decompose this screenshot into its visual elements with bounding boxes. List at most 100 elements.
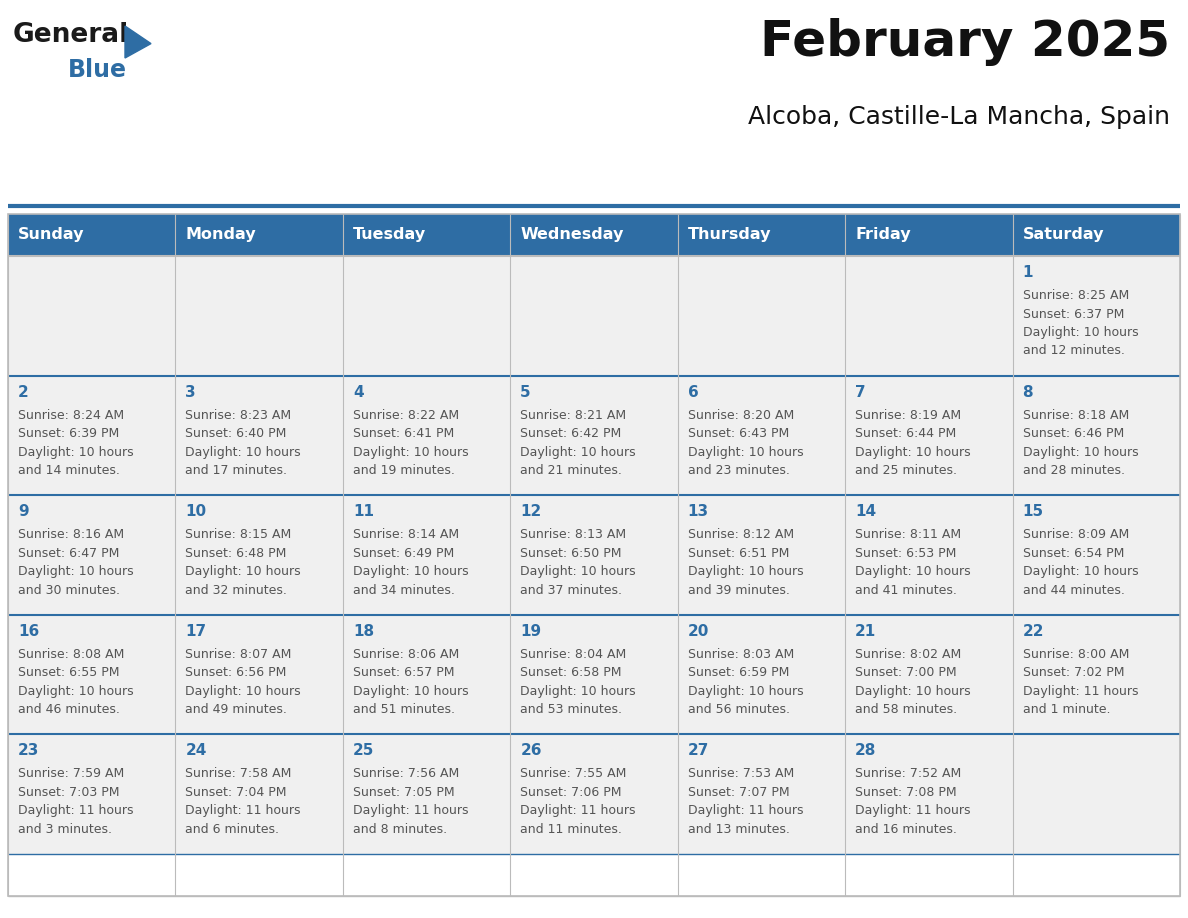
Text: 5: 5	[520, 385, 531, 399]
Text: 6: 6	[688, 385, 699, 399]
Text: 1: 1	[1023, 265, 1034, 280]
Text: Sunrise: 8:23 AM
Sunset: 6:40 PM
Daylight: 10 hours
and 17 minutes.: Sunrise: 8:23 AM Sunset: 6:40 PM Dayligh…	[185, 409, 301, 477]
Bar	[343, 495, 511, 615]
Bar	[1012, 214, 1180, 256]
Bar	[343, 214, 511, 256]
Text: Sunrise: 8:09 AM
Sunset: 6:54 PM
Daylight: 10 hours
and 44 minutes.: Sunrise: 8:09 AM Sunset: 6:54 PM Dayligh…	[1023, 528, 1138, 597]
Text: Alcoba, Castille-La Mancha, Spain: Alcoba, Castille-La Mancha, Spain	[748, 105, 1170, 129]
Bar	[677, 256, 845, 375]
Text: Saturday: Saturday	[1023, 228, 1104, 242]
Text: Sunrise: 8:20 AM
Sunset: 6:43 PM
Daylight: 10 hours
and 23 minutes.: Sunrise: 8:20 AM Sunset: 6:43 PM Dayligh…	[688, 409, 803, 477]
Text: 27: 27	[688, 744, 709, 758]
Text: Sunrise: 8:04 AM
Sunset: 6:58 PM
Daylight: 10 hours
and 53 minutes.: Sunrise: 8:04 AM Sunset: 6:58 PM Dayligh…	[520, 648, 636, 716]
Bar	[8, 214, 1180, 896]
Text: Sunday: Sunday	[18, 228, 84, 242]
Text: 16: 16	[18, 624, 39, 639]
Bar	[176, 214, 343, 256]
Bar	[176, 256, 343, 375]
Text: 21: 21	[855, 624, 877, 639]
Text: Sunrise: 8:14 AM
Sunset: 6:49 PM
Daylight: 10 hours
and 34 minutes.: Sunrise: 8:14 AM Sunset: 6:49 PM Dayligh…	[353, 528, 468, 597]
Text: 15: 15	[1023, 504, 1044, 520]
Text: Sunrise: 8:00 AM
Sunset: 7:02 PM
Daylight: 11 hours
and 1 minute.: Sunrise: 8:00 AM Sunset: 7:02 PM Dayligh…	[1023, 648, 1138, 716]
Text: Sunrise: 8:08 AM
Sunset: 6:55 PM
Daylight: 10 hours
and 46 minutes.: Sunrise: 8:08 AM Sunset: 6:55 PM Dayligh…	[18, 648, 133, 716]
Bar	[343, 256, 511, 375]
Text: 9: 9	[18, 504, 29, 520]
Text: 3: 3	[185, 385, 196, 399]
Bar	[1012, 615, 1180, 734]
Text: Sunrise: 7:53 AM
Sunset: 7:07 PM
Daylight: 11 hours
and 13 minutes.: Sunrise: 7:53 AM Sunset: 7:07 PM Dayligh…	[688, 767, 803, 836]
Text: Sunrise: 8:02 AM
Sunset: 7:00 PM
Daylight: 10 hours
and 58 minutes.: Sunrise: 8:02 AM Sunset: 7:00 PM Dayligh…	[855, 648, 971, 716]
Bar	[1012, 256, 1180, 375]
Polygon shape	[125, 26, 151, 58]
Text: Sunrise: 7:58 AM
Sunset: 7:04 PM
Daylight: 11 hours
and 6 minutes.: Sunrise: 7:58 AM Sunset: 7:04 PM Dayligh…	[185, 767, 301, 836]
Bar	[1012, 734, 1180, 854]
Text: Sunrise: 8:07 AM
Sunset: 6:56 PM
Daylight: 10 hours
and 49 minutes.: Sunrise: 8:07 AM Sunset: 6:56 PM Dayligh…	[185, 648, 301, 716]
Bar	[845, 615, 1012, 734]
Bar	[343, 615, 511, 734]
Bar	[8, 214, 176, 256]
Bar	[8, 256, 176, 375]
Text: 10: 10	[185, 504, 207, 520]
Bar	[1012, 375, 1180, 495]
Text: Sunrise: 8:12 AM
Sunset: 6:51 PM
Daylight: 10 hours
and 39 minutes.: Sunrise: 8:12 AM Sunset: 6:51 PM Dayligh…	[688, 528, 803, 597]
Text: 11: 11	[353, 504, 374, 520]
Bar	[677, 495, 845, 615]
Text: 22: 22	[1023, 624, 1044, 639]
Bar	[1012, 495, 1180, 615]
Text: Sunrise: 8:22 AM
Sunset: 6:41 PM
Daylight: 10 hours
and 19 minutes.: Sunrise: 8:22 AM Sunset: 6:41 PM Dayligh…	[353, 409, 468, 477]
Text: 14: 14	[855, 504, 877, 520]
Text: Sunrise: 8:21 AM
Sunset: 6:42 PM
Daylight: 10 hours
and 21 minutes.: Sunrise: 8:21 AM Sunset: 6:42 PM Dayligh…	[520, 409, 636, 477]
Bar	[845, 256, 1012, 375]
Text: Blue: Blue	[68, 58, 127, 82]
Text: Sunrise: 8:19 AM
Sunset: 6:44 PM
Daylight: 10 hours
and 25 minutes.: Sunrise: 8:19 AM Sunset: 6:44 PM Dayligh…	[855, 409, 971, 477]
Text: Thursday: Thursday	[688, 228, 771, 242]
Bar	[343, 375, 511, 495]
Text: Friday: Friday	[855, 228, 911, 242]
Text: General: General	[13, 22, 129, 48]
Text: 26: 26	[520, 744, 542, 758]
Text: Sunrise: 8:16 AM
Sunset: 6:47 PM
Daylight: 10 hours
and 30 minutes.: Sunrise: 8:16 AM Sunset: 6:47 PM Dayligh…	[18, 528, 133, 597]
Text: 12: 12	[520, 504, 542, 520]
Text: 7: 7	[855, 385, 866, 399]
Bar	[677, 375, 845, 495]
Bar	[511, 615, 677, 734]
Text: Sunrise: 7:56 AM
Sunset: 7:05 PM
Daylight: 11 hours
and 8 minutes.: Sunrise: 7:56 AM Sunset: 7:05 PM Dayligh…	[353, 767, 468, 836]
Bar	[176, 615, 343, 734]
Bar	[845, 214, 1012, 256]
Text: 4: 4	[353, 385, 364, 399]
Text: Wednesday: Wednesday	[520, 228, 624, 242]
Bar	[511, 214, 677, 256]
Bar	[176, 375, 343, 495]
Text: 20: 20	[688, 624, 709, 639]
Text: 28: 28	[855, 744, 877, 758]
Text: Sunrise: 8:25 AM
Sunset: 6:37 PM
Daylight: 10 hours
and 12 minutes.: Sunrise: 8:25 AM Sunset: 6:37 PM Dayligh…	[1023, 289, 1138, 357]
Bar	[8, 615, 176, 734]
Bar	[677, 615, 845, 734]
Text: Sunrise: 8:13 AM
Sunset: 6:50 PM
Daylight: 10 hours
and 37 minutes.: Sunrise: 8:13 AM Sunset: 6:50 PM Dayligh…	[520, 528, 636, 597]
Text: Sunrise: 8:06 AM
Sunset: 6:57 PM
Daylight: 10 hours
and 51 minutes.: Sunrise: 8:06 AM Sunset: 6:57 PM Dayligh…	[353, 648, 468, 716]
Bar	[8, 375, 176, 495]
Text: 24: 24	[185, 744, 207, 758]
Text: 8: 8	[1023, 385, 1034, 399]
Text: 23: 23	[18, 744, 39, 758]
Bar	[845, 375, 1012, 495]
Text: February 2025: February 2025	[760, 18, 1170, 66]
Text: Sunrise: 8:03 AM
Sunset: 6:59 PM
Daylight: 10 hours
and 56 minutes.: Sunrise: 8:03 AM Sunset: 6:59 PM Dayligh…	[688, 648, 803, 716]
Text: Sunrise: 7:59 AM
Sunset: 7:03 PM
Daylight: 11 hours
and 3 minutes.: Sunrise: 7:59 AM Sunset: 7:03 PM Dayligh…	[18, 767, 133, 836]
Text: 18: 18	[353, 624, 374, 639]
Bar	[511, 734, 677, 854]
Bar	[845, 734, 1012, 854]
Text: Monday: Monday	[185, 228, 257, 242]
Text: 19: 19	[520, 624, 542, 639]
Text: Tuesday: Tuesday	[353, 228, 426, 242]
Bar	[511, 375, 677, 495]
Text: Sunrise: 8:15 AM
Sunset: 6:48 PM
Daylight: 10 hours
and 32 minutes.: Sunrise: 8:15 AM Sunset: 6:48 PM Dayligh…	[185, 528, 301, 597]
Text: 25: 25	[353, 744, 374, 758]
Bar	[176, 495, 343, 615]
Bar	[511, 256, 677, 375]
Text: Sunrise: 8:24 AM
Sunset: 6:39 PM
Daylight: 10 hours
and 14 minutes.: Sunrise: 8:24 AM Sunset: 6:39 PM Dayligh…	[18, 409, 133, 477]
Bar	[176, 734, 343, 854]
Bar	[343, 734, 511, 854]
Text: Sunrise: 8:11 AM
Sunset: 6:53 PM
Daylight: 10 hours
and 41 minutes.: Sunrise: 8:11 AM Sunset: 6:53 PM Dayligh…	[855, 528, 971, 597]
Text: Sunrise: 7:55 AM
Sunset: 7:06 PM
Daylight: 11 hours
and 11 minutes.: Sunrise: 7:55 AM Sunset: 7:06 PM Dayligh…	[520, 767, 636, 836]
